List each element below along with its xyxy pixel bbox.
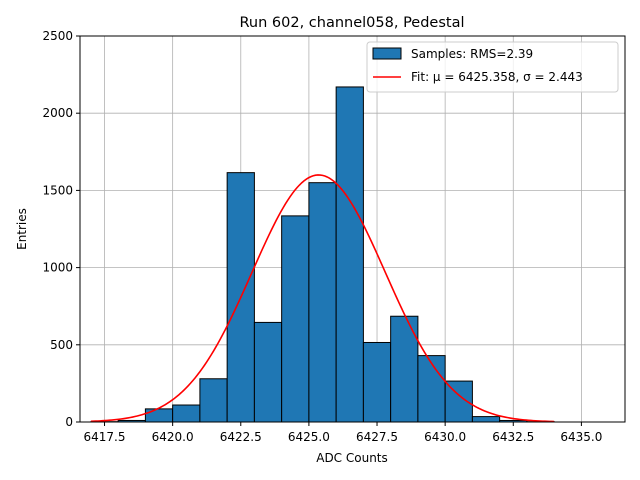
y-tick-label: 2000 — [42, 106, 73, 120]
fit-curve — [90, 174, 555, 423]
x-axis-label: ADC Counts — [316, 451, 388, 465]
histogram-bar — [335, 86, 364, 423]
legend-label-samples: Samples: RMS=2.39 — [411, 47, 533, 61]
y-axis-ticks: 0 500 1000 1500 2000 2500 — [42, 29, 80, 429]
y-tick-label: 1500 — [42, 183, 73, 197]
x-tick-label: 6427.5 — [356, 430, 398, 444]
histogram-bar — [471, 416, 501, 423]
histogram-bar — [362, 341, 392, 423]
legend-swatch-samples — [372, 47, 402, 60]
x-axis-ticks: 6417.5 6420.0 6422.5 6425.0 6427.5 6430.0 6432… — [84, 422, 602, 444]
histogram-bar — [417, 355, 446, 423]
histogram-bar — [253, 321, 283, 423]
x-tick-label: 6425.0 — [288, 430, 330, 444]
x-tick-label: 6430.0 — [424, 430, 466, 444]
x-tick-label: 6422.5 — [220, 430, 262, 444]
histogram-bar — [281, 215, 310, 423]
y-tick-label: 0 — [65, 415, 73, 429]
legend-label-fit: Fit: μ = 6425.358, σ = 2.443 — [411, 70, 583, 84]
y-tick-label: 2500 — [42, 29, 73, 43]
y-axis-label: Entries — [15, 208, 29, 250]
chart-title: Run 602, channel058, Pedestal — [239, 15, 464, 31]
y-tick-label: 500 — [50, 338, 73, 352]
x-tick-label: 6417.5 — [84, 430, 126, 444]
plot-frame — [79, 35, 626, 423]
legend-box — [366, 41, 619, 93]
histogram-bar — [144, 408, 174, 423]
legend: Samples: RMS=2.39 Fit: μ = 6425.358, σ =… — [366, 41, 619, 93]
y-tick-label: 1000 — [42, 261, 73, 275]
x-tick-label: 6420.0 — [152, 430, 194, 444]
histogram-bar — [172, 404, 201, 423]
histogram-bar — [308, 182, 337, 423]
x-tick-label: 6432.5 — [492, 430, 534, 444]
x-tick-label: 6435.0 — [560, 430, 602, 444]
histogram-bar — [199, 378, 228, 423]
